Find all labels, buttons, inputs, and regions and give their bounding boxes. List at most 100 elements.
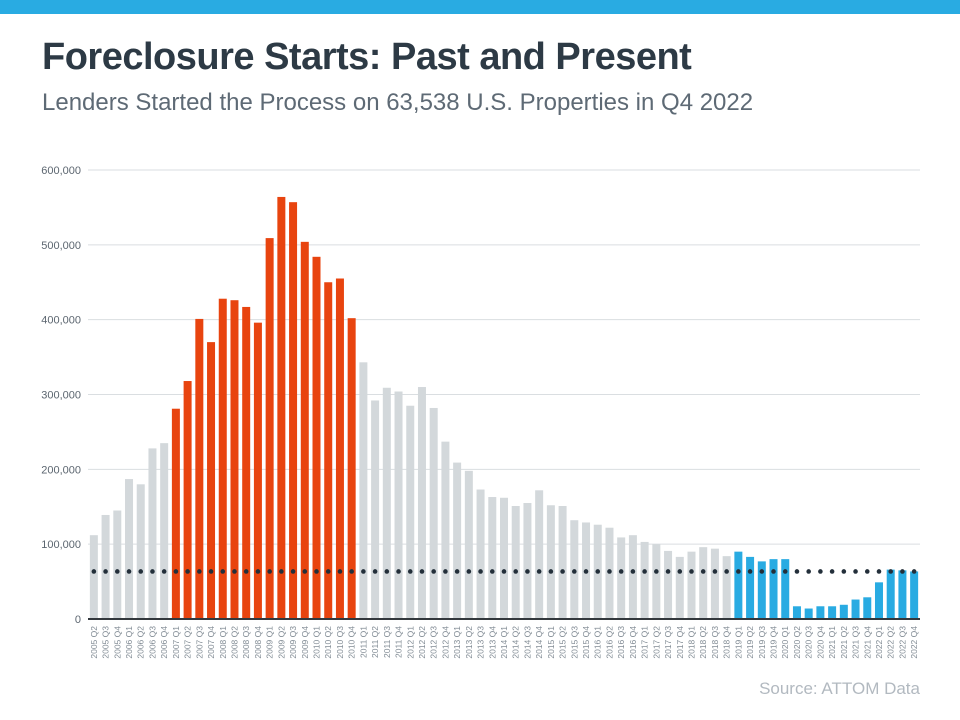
reference-dot <box>771 569 776 574</box>
x-axis-tick-label: 2019 Q2 <box>745 626 755 659</box>
bar-2019-q1 <box>734 551 743 619</box>
bar-2013-q4 <box>488 497 497 619</box>
x-axis-tick-label: 2012 Q2 <box>417 626 427 659</box>
bar-2021-q4 <box>863 597 872 619</box>
bar-2006-q1 <box>125 479 134 619</box>
bar-2022-q4 <box>910 571 919 619</box>
reference-dot <box>607 569 612 574</box>
reference-dot <box>314 569 319 574</box>
x-axis-tick-label: 2014 Q4 <box>534 626 544 659</box>
x-axis-tick-label: 2014 Q2 <box>511 626 521 659</box>
x-axis-tick-label: 2016 Q1 <box>593 626 603 659</box>
x-axis-tick-label: 2019 Q4 <box>769 626 779 659</box>
x-axis-tick-label: 2020 Q2 <box>792 626 802 659</box>
x-axis-tick-label: 2011 Q4 <box>394 626 404 658</box>
bar-2006-q2 <box>136 484 145 619</box>
reference-dot <box>548 569 554 574</box>
bar-2018-q2 <box>699 547 708 619</box>
bar-2020-q4 <box>816 606 825 619</box>
reference-dot <box>642 569 647 574</box>
bar-2017-q4 <box>675 556 684 619</box>
x-axis-tick-label: 2022 Q3 <box>897 626 907 659</box>
x-axis-tick-label: 2010 Q1 <box>312 626 322 659</box>
bar-2022-q2 <box>886 569 895 619</box>
bar-2013-q2 <box>464 470 473 619</box>
x-axis-tick-label: 2007 Q2 <box>183 626 193 659</box>
x-axis-tick-label: 2017 Q1 <box>640 626 650 659</box>
bar-2021-q1 <box>828 606 837 619</box>
reference-dot <box>536 569 542 574</box>
reference-dot <box>478 569 483 574</box>
reference-dot <box>349 569 354 574</box>
x-axis-tick-label: 2008 Q1 <box>218 626 228 659</box>
x-axis-tick-label: 2020 Q3 <box>804 626 814 659</box>
reference-dot <box>126 569 132 574</box>
x-axis-tick-label: 2006 Q3 <box>147 626 157 659</box>
bar-2012-q2 <box>417 387 426 619</box>
reference-dot <box>794 569 800 574</box>
reference-dot <box>407 569 413 574</box>
x-axis-tick-label: 2011 Q2 <box>370 626 380 658</box>
reference-dot <box>829 569 835 574</box>
bar-2012-q4 <box>441 441 450 619</box>
bar-2017-q2 <box>652 544 661 619</box>
bar-2014-q3 <box>523 503 532 619</box>
x-axis-tick-label: 2007 Q4 <box>206 626 216 659</box>
page-title: Foreclosure Starts: Past and Present <box>42 36 692 78</box>
x-axis-tick-label: 2011 Q3 <box>382 626 392 658</box>
bar-2011-q4 <box>394 391 403 619</box>
y-axis-tick-label: 0 <box>75 614 81 626</box>
reference-dot <box>677 569 683 574</box>
bar-2015-q1 <box>546 505 555 619</box>
reference-dot <box>595 569 601 574</box>
x-axis-tick-label: 2013 Q4 <box>487 626 497 659</box>
bar-2010-q1 <box>312 256 321 619</box>
reference-dot <box>361 569 366 574</box>
x-axis-tick-label: 2015 Q1 <box>546 626 556 659</box>
x-axis-tick-label: 2006 Q4 <box>159 626 169 659</box>
bar-2014-q2 <box>511 506 520 619</box>
reference-dot <box>782 569 788 574</box>
reference-dot <box>161 569 167 574</box>
reference-dot <box>818 569 823 574</box>
x-axis-tick-label: 2007 Q1 <box>171 626 181 659</box>
x-axis-tick-label: 2021 Q3 <box>851 626 861 659</box>
reference-dot <box>888 569 894 574</box>
bar-2011-q3 <box>382 387 391 619</box>
x-axis-tick-label: 2013 Q2 <box>464 626 474 659</box>
reference-dot <box>736 569 741 574</box>
reference-dot <box>525 569 530 574</box>
bar-2020-q2 <box>792 606 801 619</box>
x-axis-tick-label: 2013 Q1 <box>452 626 462 659</box>
x-axis-tick-label: 2017 Q4 <box>675 626 685 659</box>
bar-2008-q1 <box>218 298 227 619</box>
reference-dot <box>911 569 917 574</box>
reference-dot <box>185 569 190 574</box>
bar-2008-q2 <box>230 300 239 619</box>
x-axis-tick-label: 2005 Q4 <box>112 626 122 659</box>
bar-2012-q3 <box>429 407 438 619</box>
reference-dot <box>806 569 811 574</box>
reference-dot <box>654 569 659 574</box>
reference-dot <box>197 569 202 574</box>
bar-2020-q1 <box>781 559 790 619</box>
bar-2005-q2 <box>89 535 98 619</box>
bar-2019-q3 <box>757 561 766 619</box>
x-axis-tick-label: 2022 Q4 <box>909 626 919 659</box>
reference-dot <box>876 569 882 574</box>
reference-dot <box>560 569 565 574</box>
x-axis-tick-label: 2010 Q4 <box>347 626 357 659</box>
x-axis-tick-label: 2010 Q3 <box>335 626 345 659</box>
reference-dot <box>150 569 155 574</box>
x-axis-tick-label: 2019 Q1 <box>733 626 743 659</box>
y-axis-tick-label: 500,000 <box>41 240 81 252</box>
x-axis-tick-label: 2020 Q4 <box>815 626 825 659</box>
x-axis-tick-label: 2021 Q1 <box>827 626 837 659</box>
x-axis-tick-label: 2012 Q3 <box>429 626 439 659</box>
bar-2009-q1 <box>265 238 274 619</box>
x-axis-tick-label: 2018 Q2 <box>698 626 708 659</box>
reference-dot <box>747 569 753 574</box>
x-axis-tick-label: 2021 Q2 <box>839 626 849 659</box>
y-axis-tick-label: 400,000 <box>41 315 81 327</box>
x-axis-tick-label: 2014 Q3 <box>522 626 532 659</box>
